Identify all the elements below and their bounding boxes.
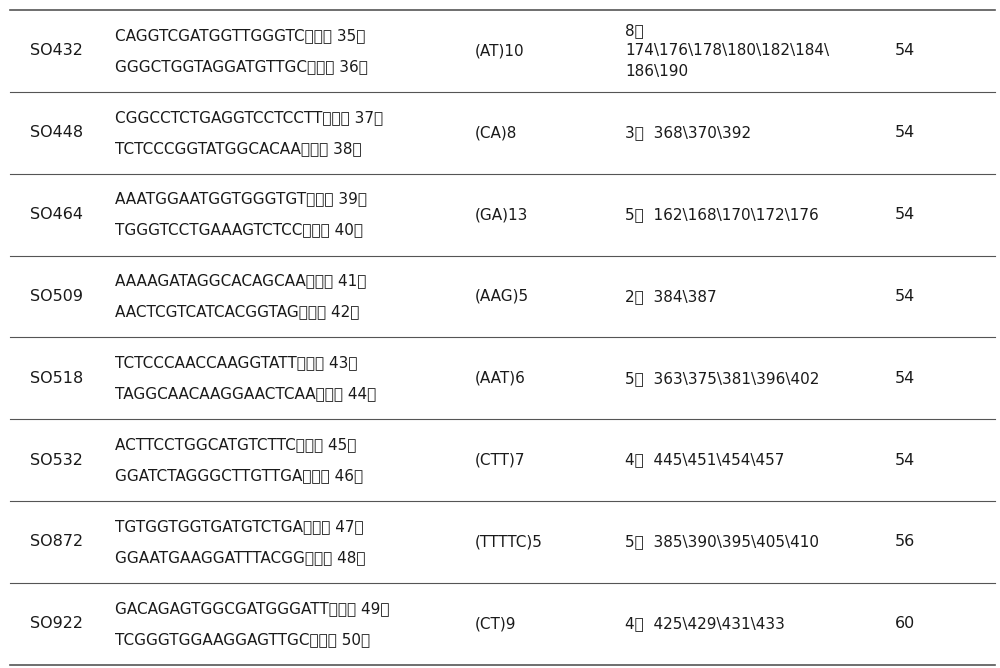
Text: TGTGGTGGTGATGTCTGA（序列 47）: TGTGGTGGTGATGTCTGA（序列 47） bbox=[115, 519, 364, 534]
Text: (TTTTC)5: (TTTTC)5 bbox=[475, 534, 543, 549]
Text: 8，: 8， bbox=[625, 23, 644, 38]
Text: SO922: SO922 bbox=[30, 617, 83, 631]
Text: SO448: SO448 bbox=[30, 126, 83, 140]
Text: AACTCGTCATCACGGTAG（序列 42）: AACTCGTCATCACGGTAG（序列 42） bbox=[115, 305, 359, 319]
Text: 5，  162\168\170\172\176: 5， 162\168\170\172\176 bbox=[625, 207, 819, 222]
Text: 4，  445\451\454\457: 4， 445\451\454\457 bbox=[625, 453, 784, 468]
Text: (AAG)5: (AAG)5 bbox=[475, 289, 529, 304]
Text: SO509: SO509 bbox=[30, 289, 83, 304]
Text: TGGGTCCTGAAAGTCTCC（序列 40）: TGGGTCCTGAAAGTCTCC（序列 40） bbox=[115, 222, 363, 238]
Text: AAATGGAATGGTGGGTGT（序列 39）: AAATGGAATGGTGGGTGT（序列 39） bbox=[115, 192, 367, 206]
Text: GACAGAGTGGCGATGGGATT（序列 49）: GACAGAGTGGCGATGGGATT（序列 49） bbox=[115, 601, 390, 616]
Text: 186\190: 186\190 bbox=[625, 64, 688, 79]
Text: SO872: SO872 bbox=[30, 534, 83, 549]
Text: 54: 54 bbox=[895, 453, 915, 468]
Text: 54: 54 bbox=[895, 289, 915, 304]
Text: 56: 56 bbox=[895, 534, 915, 549]
Text: 60: 60 bbox=[895, 617, 915, 631]
Text: GGGCTGGTAGGATGTTGC（序列 36）: GGGCTGGTAGGATGTTGC（序列 36） bbox=[115, 59, 368, 74]
Text: TCGGGTGGAAGGAGTTGC（序列 50）: TCGGGTGGAAGGAGTTGC（序列 50） bbox=[115, 632, 370, 647]
Text: TCTCCCAACCAAGGTATT（序列 43）: TCTCCCAACCAAGGTATT（序列 43） bbox=[115, 355, 358, 370]
Text: (CA)8: (CA)8 bbox=[475, 126, 517, 140]
Text: TCTCCCGGTATGGCACAA（序列 38）: TCTCCCGGTATGGCACAA（序列 38） bbox=[115, 141, 362, 156]
Text: SO464: SO464 bbox=[30, 207, 83, 222]
Text: 54: 54 bbox=[895, 126, 915, 140]
Text: 174\176\178\180\182\184\: 174\176\178\180\182\184\ bbox=[625, 43, 829, 58]
Text: 54: 54 bbox=[895, 43, 915, 58]
Text: SO518: SO518 bbox=[30, 371, 83, 385]
Text: (AAT)6: (AAT)6 bbox=[475, 371, 526, 385]
Text: CGGCCTCTGAGGTCCTCCTT（序列 37）: CGGCCTCTGAGGTCCTCCTT（序列 37） bbox=[115, 110, 383, 125]
Text: 5，  385\390\395\405\410: 5， 385\390\395\405\410 bbox=[625, 534, 819, 549]
Text: (CT)9: (CT)9 bbox=[475, 617, 516, 631]
Text: SO432: SO432 bbox=[30, 43, 83, 58]
Text: ACTTCCTGGCATGTCTTC（序列 45）: ACTTCCTGGCATGTCTTC（序列 45） bbox=[115, 437, 356, 452]
Text: AAAAGATAGGCACAGCAA（序列 41）: AAAAGATAGGCACAGCAA（序列 41） bbox=[115, 273, 366, 289]
Text: (GA)13: (GA)13 bbox=[475, 207, 528, 222]
Text: 3，  368\370\392: 3， 368\370\392 bbox=[625, 126, 751, 140]
Text: 54: 54 bbox=[895, 371, 915, 385]
Text: 54: 54 bbox=[895, 207, 915, 222]
Text: 4，  425\429\431\433: 4， 425\429\431\433 bbox=[625, 617, 785, 631]
Text: CAGGTCGATGGTTGGGTC（序列 35）: CAGGTCGATGGTTGGGTC（序列 35） bbox=[115, 28, 365, 43]
Text: 2，  384\387: 2， 384\387 bbox=[625, 289, 717, 304]
Text: GGAATGAAGGATTTACGG（序列 48）: GGAATGAAGGATTTACGG（序列 48） bbox=[115, 550, 366, 565]
Text: (AT)10: (AT)10 bbox=[475, 43, 525, 58]
Text: 5，  363\375\381\396\402: 5， 363\375\381\396\402 bbox=[625, 371, 819, 385]
Text: GGATCTAGGGCTTGTTGA（序列 46）: GGATCTAGGGCTTGTTGA（序列 46） bbox=[115, 468, 363, 483]
Text: SO532: SO532 bbox=[30, 453, 83, 468]
Text: TAGGCAACAAGGAACTCAA（序列 44）: TAGGCAACAAGGAACTCAA（序列 44） bbox=[115, 386, 376, 401]
Text: (CTT)7: (CTT)7 bbox=[475, 453, 526, 468]
